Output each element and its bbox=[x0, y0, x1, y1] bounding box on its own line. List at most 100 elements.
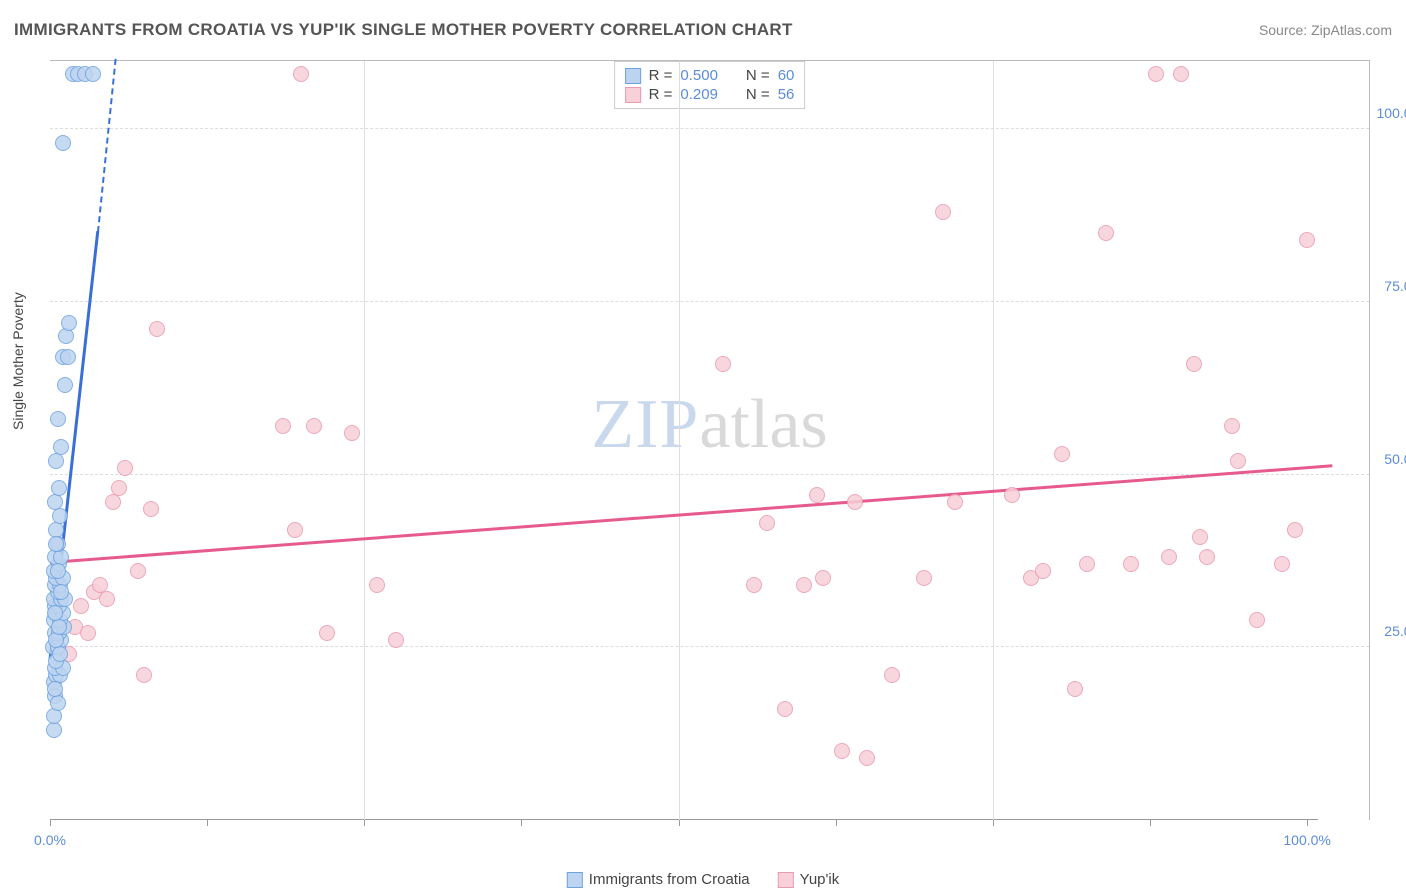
x-tick-mark bbox=[836, 820, 837, 826]
data-point-yupik bbox=[319, 625, 335, 641]
x-tick-mark bbox=[364, 820, 365, 826]
data-point-croatia bbox=[51, 619, 67, 635]
data-point-yupik bbox=[275, 418, 291, 434]
data-point-croatia bbox=[52, 508, 68, 524]
data-point-yupik bbox=[117, 460, 133, 476]
data-point-croatia bbox=[48, 453, 64, 469]
data-point-yupik bbox=[1161, 549, 1177, 565]
trendline bbox=[97, 59, 117, 232]
data-point-yupik bbox=[143, 501, 159, 517]
data-point-croatia bbox=[58, 328, 74, 344]
data-point-yupik bbox=[1249, 612, 1265, 628]
data-point-croatia bbox=[85, 66, 101, 82]
legend-swatch bbox=[778, 872, 794, 888]
data-point-yupik bbox=[809, 487, 825, 503]
data-point-yupik bbox=[344, 425, 360, 441]
chart-title: IMMIGRANTS FROM CROATIA VS YUP'IK SINGLE… bbox=[14, 20, 793, 40]
data-point-croatia bbox=[46, 722, 62, 738]
data-point-yupik bbox=[777, 701, 793, 717]
data-point-yupik bbox=[796, 577, 812, 593]
data-point-yupik bbox=[1054, 446, 1070, 462]
data-point-croatia bbox=[60, 349, 76, 365]
gridline-vertical bbox=[364, 61, 365, 820]
legend-r-label: R = bbox=[649, 67, 673, 84]
series-legend: Immigrants from Croatia Yup'ik bbox=[567, 871, 839, 888]
legend-label: Yup'ik bbox=[800, 871, 840, 888]
data-point-yupik bbox=[935, 204, 951, 220]
gridline-horizontal bbox=[50, 474, 1369, 475]
data-point-yupik bbox=[947, 494, 963, 510]
data-point-yupik bbox=[715, 356, 731, 372]
data-point-yupik bbox=[1123, 556, 1139, 572]
data-point-yupik bbox=[1299, 232, 1315, 248]
data-point-croatia bbox=[51, 480, 67, 496]
data-point-yupik bbox=[111, 480, 127, 496]
legend-r-value: 0.500 bbox=[680, 67, 718, 84]
trendline bbox=[50, 465, 1333, 565]
data-point-yupik bbox=[73, 598, 89, 614]
gridline-vertical bbox=[679, 61, 680, 820]
data-point-yupik bbox=[130, 563, 146, 579]
data-point-yupik bbox=[916, 570, 932, 586]
legend-item: Yup'ik bbox=[778, 871, 840, 888]
legend-row: R =0.209N =56 bbox=[625, 85, 795, 104]
data-point-yupik bbox=[80, 625, 96, 641]
data-point-yupik bbox=[369, 577, 385, 593]
data-point-yupik bbox=[306, 418, 322, 434]
x-tick-mark bbox=[1307, 820, 1308, 826]
gridline-horizontal bbox=[50, 128, 1369, 129]
x-tick-mark bbox=[993, 820, 994, 826]
y-axis-label: Single Mother Poverty bbox=[10, 292, 26, 430]
data-point-yupik bbox=[815, 570, 831, 586]
data-point-croatia bbox=[46, 708, 62, 724]
x-tick-mark bbox=[50, 820, 51, 826]
x-axis-line bbox=[50, 819, 1318, 820]
data-point-yupik bbox=[1148, 66, 1164, 82]
data-point-yupik bbox=[1274, 556, 1290, 572]
data-point-yupik bbox=[287, 522, 303, 538]
y-tick-label: 25.0% bbox=[1384, 623, 1406, 639]
legend-n-label: N = bbox=[746, 86, 770, 103]
legend-n-value: 60 bbox=[778, 67, 795, 84]
data-point-yupik bbox=[1230, 453, 1246, 469]
x-tick-mark bbox=[1150, 820, 1151, 826]
data-point-yupik bbox=[1287, 522, 1303, 538]
data-point-yupik bbox=[136, 667, 152, 683]
chart-source: Source: ZipAtlas.com bbox=[1259, 22, 1392, 38]
data-point-yupik bbox=[1192, 529, 1208, 545]
x-tick-label: 0.0% bbox=[34, 832, 66, 848]
data-point-yupik bbox=[293, 66, 309, 82]
legend-swatch bbox=[625, 68, 641, 84]
data-point-croatia bbox=[57, 377, 73, 393]
data-point-croatia bbox=[55, 135, 71, 151]
data-point-croatia bbox=[53, 584, 69, 600]
legend-swatch bbox=[567, 872, 583, 888]
watermark-zip: ZIP bbox=[591, 386, 699, 463]
legend-label: Immigrants from Croatia bbox=[589, 871, 750, 888]
legend-swatch bbox=[625, 87, 641, 103]
data-point-yupik bbox=[1035, 563, 1051, 579]
y-tick-label: 50.0% bbox=[1384, 451, 1406, 467]
data-point-croatia bbox=[50, 695, 66, 711]
x-tick-mark bbox=[521, 820, 522, 826]
x-tick-mark bbox=[679, 820, 680, 826]
data-point-croatia bbox=[47, 605, 63, 621]
data-point-croatia bbox=[47, 681, 63, 697]
data-point-yupik bbox=[149, 321, 165, 337]
legend-n-value: 56 bbox=[778, 86, 795, 103]
data-point-yupik bbox=[1004, 487, 1020, 503]
legend-row: R = 0.500 N = 60 bbox=[625, 66, 795, 85]
legend-n-label: N = bbox=[746, 67, 770, 84]
x-tick-mark bbox=[207, 820, 208, 826]
data-point-yupik bbox=[1067, 681, 1083, 697]
data-point-yupik bbox=[847, 494, 863, 510]
data-point-yupik bbox=[1079, 556, 1095, 572]
data-point-croatia bbox=[47, 494, 63, 510]
data-point-yupik bbox=[884, 667, 900, 683]
data-point-croatia bbox=[61, 315, 77, 331]
gridline-vertical bbox=[993, 61, 994, 820]
data-point-yupik bbox=[834, 743, 850, 759]
gridline-horizontal bbox=[50, 646, 1369, 647]
data-point-yupik bbox=[105, 494, 121, 510]
data-point-croatia bbox=[50, 411, 66, 427]
